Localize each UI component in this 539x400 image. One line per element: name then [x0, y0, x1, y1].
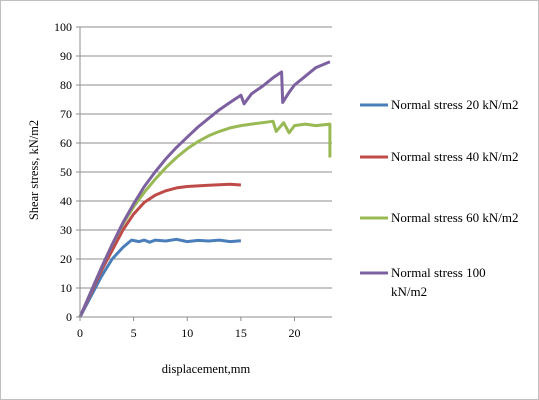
gridlines [80, 26, 332, 289]
legend-label: Normal stress 60 kN/m2 [391, 210, 518, 225]
legend-label: Normal stress 20 kN/m2 [391, 97, 518, 112]
x-tick-label: 5 [131, 326, 137, 340]
series-line-2 [78, 182, 242, 318]
y-tick-labels: 0 10 20 30 40 50 60 70 80 90 100 [54, 20, 72, 324]
y-tick-label: 50 [60, 165, 72, 179]
legend: Normal stress 20 kN/m2 Normal stress 40 k… [360, 97, 518, 299]
axes [76, 26, 332, 321]
y-tick-label: 30 [60, 223, 72, 237]
y-tick-label: 20 [60, 252, 72, 266]
x-tick-labels: 0 5 10 15 20 [77, 326, 300, 340]
x-tick-label: 15 [235, 326, 247, 340]
legend-label: Normal stress 100 kN/m2 [391, 265, 486, 299]
y-tick-label: 70 [60, 107, 72, 121]
y-axis-title: Shear stress, kN/m2 [27, 120, 41, 220]
legend-label: Normal stress 40 kN/m2 [391, 149, 518, 164]
y-tick-label: 80 [60, 78, 72, 92]
series-lines [78, 60, 332, 318]
x-tick-label: 20 [288, 326, 300, 340]
y-tick-label: 100 [54, 20, 72, 34]
x-axis-title: displacement,mm [162, 362, 251, 376]
series-line-1 [78, 237, 242, 318]
x-tick-label: 10 [181, 326, 193, 340]
y-tick-label: 10 [60, 281, 72, 295]
y-tick-label: 60 [60, 136, 72, 150]
y-tick-label: 90 [60, 49, 72, 63]
y-tick-label: 0 [66, 310, 72, 324]
x-tick-label: 0 [77, 326, 83, 340]
series-line-4 [78, 60, 331, 318]
y-tick-label: 40 [60, 194, 72, 208]
